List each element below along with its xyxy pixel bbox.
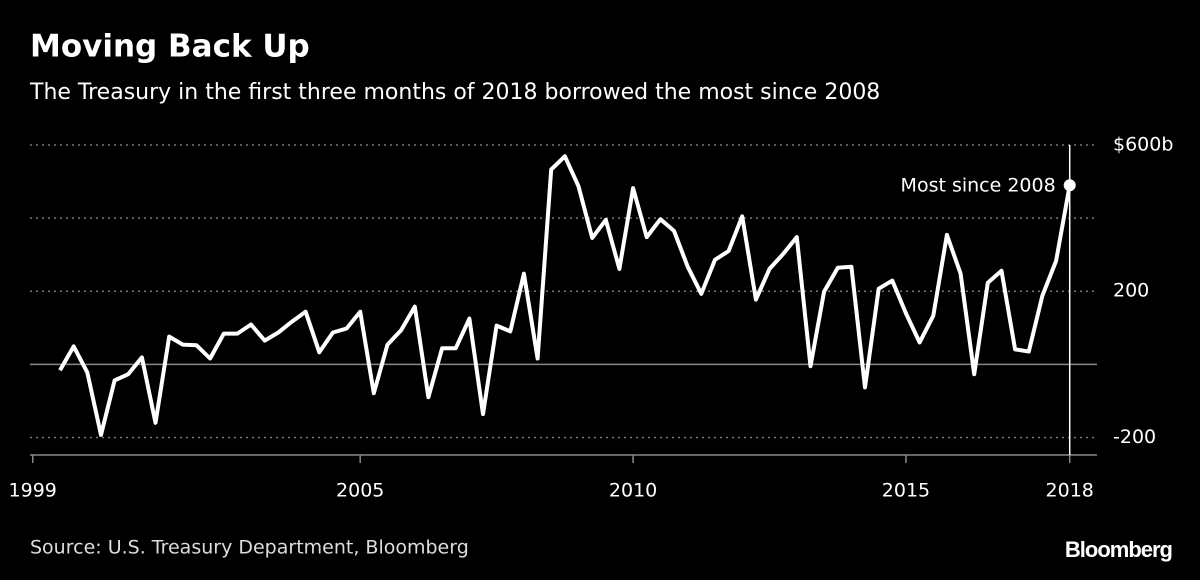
x-tick-label: 1999 — [9, 480, 57, 502]
x-tick-label: 2010 — [609, 480, 657, 502]
brand: Bloomberg — [1065, 537, 1172, 562]
line — [58, 154, 1072, 437]
x-tick-label: 2015 — [882, 480, 930, 502]
y-tick-label: 200 — [1113, 280, 1149, 302]
annotation-dot — [1063, 179, 1076, 192]
x-tick-label: 2005 — [336, 480, 384, 502]
y-tick-label: $600b — [1113, 134, 1173, 156]
annotation: Most since 2008 — [901, 175, 1056, 197]
source: Source: U.S. Treasury Department, Bloomb… — [30, 537, 469, 559]
chart-subtitle: The Treasury in the first three months o… — [29, 80, 880, 105]
chart-title: Moving Back Up — [30, 29, 310, 65]
x-tick-label: 2018 — [1046, 480, 1094, 502]
y-tick-label: -200 — [1113, 426, 1156, 448]
